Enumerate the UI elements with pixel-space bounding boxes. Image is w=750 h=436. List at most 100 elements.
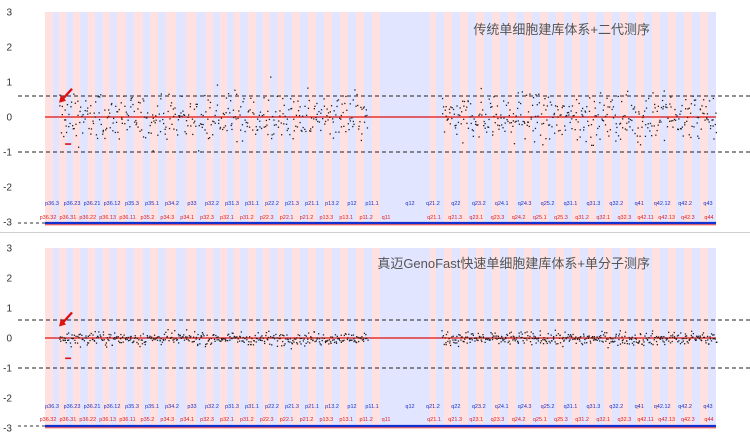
- data-point: [167, 329, 169, 331]
- data-point: [185, 338, 188, 340]
- data-point: [687, 116, 689, 119]
- data-point: [97, 336, 100, 338]
- data-point: [556, 124, 558, 126]
- data-point: [593, 336, 595, 338]
- data-point: [361, 108, 363, 110]
- data-point: [278, 120, 280, 122]
- data-point: [549, 138, 551, 140]
- data-point: [657, 124, 659, 126]
- data-point: [262, 337, 264, 339]
- data-point: [686, 341, 688, 343]
- band-label-lower: q23.1: [469, 417, 483, 423]
- data-point: [698, 337, 700, 339]
- data-point: [603, 104, 605, 106]
- data-point: [505, 337, 507, 340]
- band-label-lower: q23.3: [491, 417, 505, 423]
- data-point: [78, 337, 80, 339]
- data-point: [253, 113, 255, 115]
- data-point: [337, 99, 340, 101]
- data-point: [575, 342, 577, 344]
- data-point: [569, 121, 571, 124]
- data-point: [687, 342, 689, 344]
- data-point: [167, 110, 169, 113]
- data-point: [680, 128, 682, 130]
- data-point: [545, 341, 548, 343]
- data-point: [150, 121, 153, 124]
- data-point: [594, 107, 596, 109]
- data-point: [250, 343, 252, 346]
- data-point: [189, 336, 191, 339]
- data-point: [532, 130, 534, 132]
- band-label-upper: p31.1: [245, 201, 259, 207]
- data-point: [474, 340, 476, 342]
- data-point: [583, 335, 585, 337]
- band-label-upper: q24.1: [495, 404, 509, 410]
- data-point: [648, 337, 650, 339]
- data-point: [85, 100, 87, 102]
- data-point: [246, 125, 248, 128]
- data-point: [701, 105, 703, 107]
- data-point: [143, 100, 145, 102]
- data-point: [354, 340, 356, 342]
- data-point: [137, 343, 139, 345]
- chart-panel-bottom: 3 2 1 0 -1 -2 -3 p36.3 p36.23 p36.21 p36.12 p35.3 p3…: [0, 236, 750, 436]
- data-point: [593, 338, 595, 340]
- data-point: [112, 130, 114, 132]
- data-point: [454, 125, 456, 127]
- data-point: [329, 133, 331, 135]
- data-point: [318, 121, 321, 123]
- data-point: [528, 337, 530, 340]
- data-point: [591, 144, 593, 146]
- data-point: [105, 129, 107, 131]
- data-point: [336, 105, 338, 108]
- data-point: [516, 336, 518, 339]
- data-point: [340, 118, 342, 120]
- data-point: [360, 106, 362, 108]
- data-point: [602, 120, 605, 122]
- data-point: [637, 141, 639, 143]
- data-point: [155, 337, 157, 339]
- data-point: [656, 344, 658, 346]
- data-point: [578, 102, 580, 105]
- data-point: [283, 335, 285, 337]
- data-point: [210, 337, 212, 340]
- data-point: [243, 98, 245, 100]
- data-point: [328, 339, 331, 341]
- data-point: [329, 341, 332, 343]
- data-point: [345, 95, 347, 98]
- band-label-upper: p21.1: [305, 201, 319, 207]
- data-point: [609, 336, 611, 339]
- data-point: [160, 337, 162, 340]
- data-point: [466, 336, 469, 338]
- data-point: [509, 122, 511, 124]
- data-point: [316, 102, 318, 105]
- data-point: [656, 129, 658, 132]
- data-point: [707, 339, 709, 341]
- data-point: [92, 338, 94, 341]
- data-point: [153, 338, 155, 340]
- data-point: [542, 144, 544, 146]
- band-segment: [292, 248, 300, 426]
- data-point: [524, 138, 526, 140]
- data-point: [72, 338, 74, 340]
- data-point: [503, 338, 505, 341]
- data-point: [329, 116, 331, 118]
- data-point: [697, 135, 699, 137]
- data-point: [549, 124, 551, 126]
- data-point: [647, 127, 649, 129]
- data-point: [273, 337, 276, 340]
- data-point: [104, 137, 106, 140]
- data-point: [612, 341, 614, 343]
- data-point: [699, 338, 701, 340]
- data-point: [124, 337, 127, 339]
- data-point: [459, 114, 461, 116]
- data-point: [322, 334, 325, 336]
- data-point: [226, 129, 228, 132]
- data-point: [176, 129, 178, 131]
- data-point: [255, 133, 257, 135]
- data-point: [260, 127, 263, 130]
- data-point: [599, 138, 601, 140]
- data-point: [140, 339, 142, 341]
- band-label-upper: q41: [635, 404, 644, 410]
- data-point: [510, 336, 512, 338]
